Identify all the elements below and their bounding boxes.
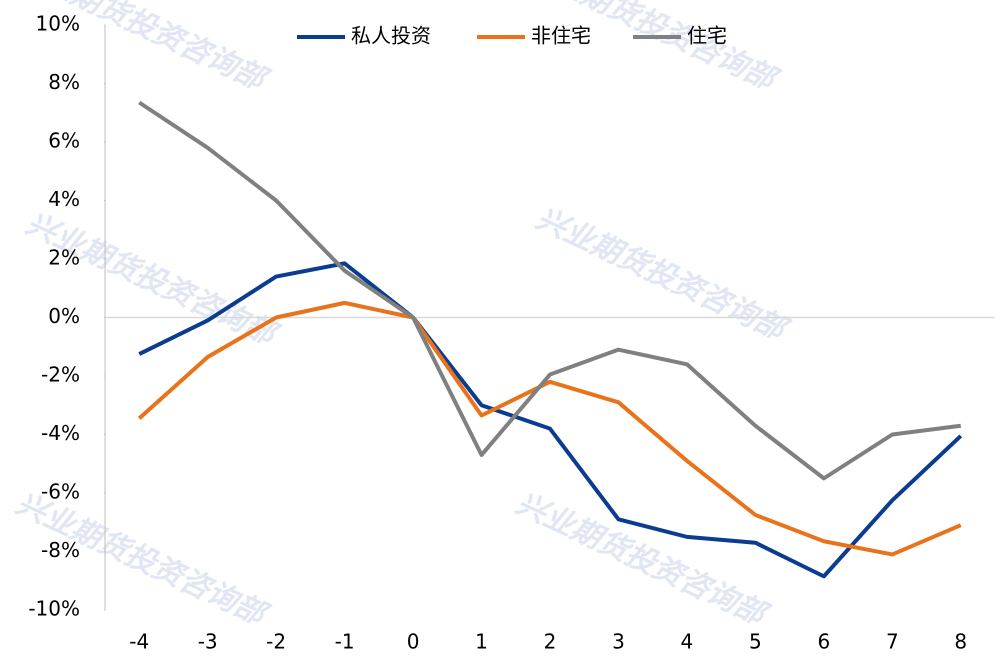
y-tick-label: -4% xyxy=(41,421,80,445)
legend-label: 私人投资 xyxy=(351,24,431,48)
y-tick-label: 6% xyxy=(48,129,80,153)
series-line xyxy=(138,100,962,481)
legend-label: 住宅 xyxy=(687,24,727,48)
y-tick-label: 4% xyxy=(48,187,80,211)
x-tick-label: 0 xyxy=(407,630,420,654)
x-tick-label: 1 xyxy=(475,630,488,654)
y-tick-label: 10% xyxy=(36,12,80,36)
y-tick-label: 0% xyxy=(48,304,80,328)
x-tick-label: -1 xyxy=(335,630,355,654)
series-line xyxy=(138,261,963,579)
y-tick-label: -8% xyxy=(41,538,80,562)
legend-label: 非住宅 xyxy=(531,24,591,48)
watermark: 兴业期货投资咨询部 xyxy=(511,486,775,634)
watermark: 兴业期货投资咨询部 xyxy=(531,201,795,349)
y-tick-label: 2% xyxy=(48,246,80,270)
y-tick-label: -10% xyxy=(28,597,80,621)
watermark: 兴业期货投资咨询部 xyxy=(21,206,285,354)
x-tick-label: 6 xyxy=(817,630,830,654)
x-tick-label: 3 xyxy=(612,630,625,654)
y-tick-label: 8% xyxy=(48,70,80,94)
y-tick-label: -6% xyxy=(41,480,80,504)
y-tick-label: -2% xyxy=(41,363,80,387)
series-line xyxy=(137,300,962,557)
x-tick-label: 7 xyxy=(886,630,899,654)
x-tick-label: -2 xyxy=(266,630,286,654)
x-tick-label: 2 xyxy=(544,630,557,654)
x-tick-label: -3 xyxy=(198,630,218,654)
x-tick-label: 5 xyxy=(749,630,762,654)
x-tick-label: 4 xyxy=(681,630,694,654)
x-tick-label: 8 xyxy=(954,630,967,654)
x-tick-label: -4 xyxy=(129,630,149,654)
watermark: 兴业期货投资咨询部 xyxy=(521,0,785,99)
